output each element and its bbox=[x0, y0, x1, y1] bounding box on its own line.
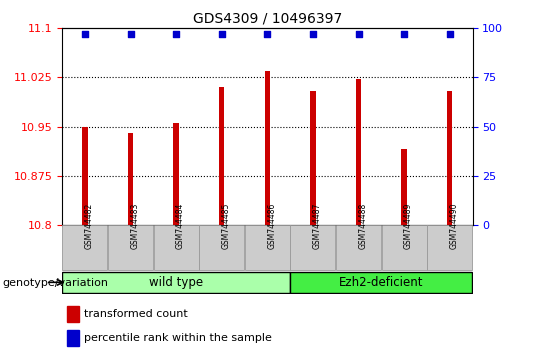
Text: GSM744482: GSM744482 bbox=[85, 203, 94, 249]
FancyBboxPatch shape bbox=[427, 225, 472, 270]
Bar bbox=[447, 91, 453, 225]
Bar bbox=[310, 91, 316, 225]
FancyBboxPatch shape bbox=[382, 225, 427, 270]
Bar bbox=[66, 306, 79, 322]
Text: GSM744486: GSM744486 bbox=[267, 203, 276, 249]
Text: transformed count: transformed count bbox=[84, 309, 188, 319]
Title: GDS4309 / 10496397: GDS4309 / 10496397 bbox=[193, 12, 342, 26]
Text: GSM744484: GSM744484 bbox=[176, 203, 185, 249]
Point bbox=[446, 32, 454, 37]
Bar bbox=[219, 87, 225, 225]
FancyBboxPatch shape bbox=[108, 225, 153, 270]
Text: GSM744490: GSM744490 bbox=[450, 203, 458, 250]
Text: Ezh2-deficient: Ezh2-deficient bbox=[339, 276, 423, 289]
FancyBboxPatch shape bbox=[62, 272, 290, 293]
FancyBboxPatch shape bbox=[336, 225, 381, 270]
Text: wild type: wild type bbox=[149, 276, 203, 289]
Text: GSM744483: GSM744483 bbox=[131, 203, 139, 249]
FancyBboxPatch shape bbox=[153, 225, 199, 270]
Bar bbox=[82, 127, 87, 225]
Bar bbox=[356, 79, 361, 225]
Bar bbox=[401, 149, 407, 225]
Point bbox=[172, 32, 180, 37]
Text: GSM744488: GSM744488 bbox=[359, 203, 368, 249]
Point bbox=[400, 32, 408, 37]
Text: percentile rank within the sample: percentile rank within the sample bbox=[84, 332, 272, 343]
Point bbox=[80, 32, 89, 37]
Text: GSM744487: GSM744487 bbox=[313, 203, 322, 249]
Bar bbox=[66, 330, 79, 346]
Bar bbox=[173, 122, 179, 225]
Point bbox=[126, 32, 135, 37]
Bar bbox=[128, 133, 133, 225]
Point bbox=[218, 32, 226, 37]
Point bbox=[308, 32, 317, 37]
FancyBboxPatch shape bbox=[199, 225, 244, 270]
Text: genotype/variation: genotype/variation bbox=[3, 278, 109, 288]
FancyBboxPatch shape bbox=[291, 225, 335, 270]
Bar bbox=[265, 71, 270, 225]
Text: GSM744485: GSM744485 bbox=[222, 203, 231, 249]
FancyBboxPatch shape bbox=[291, 272, 472, 293]
FancyBboxPatch shape bbox=[245, 225, 290, 270]
Point bbox=[263, 32, 272, 37]
FancyBboxPatch shape bbox=[62, 225, 107, 270]
Text: GSM744489: GSM744489 bbox=[404, 203, 413, 249]
Point bbox=[354, 32, 363, 37]
